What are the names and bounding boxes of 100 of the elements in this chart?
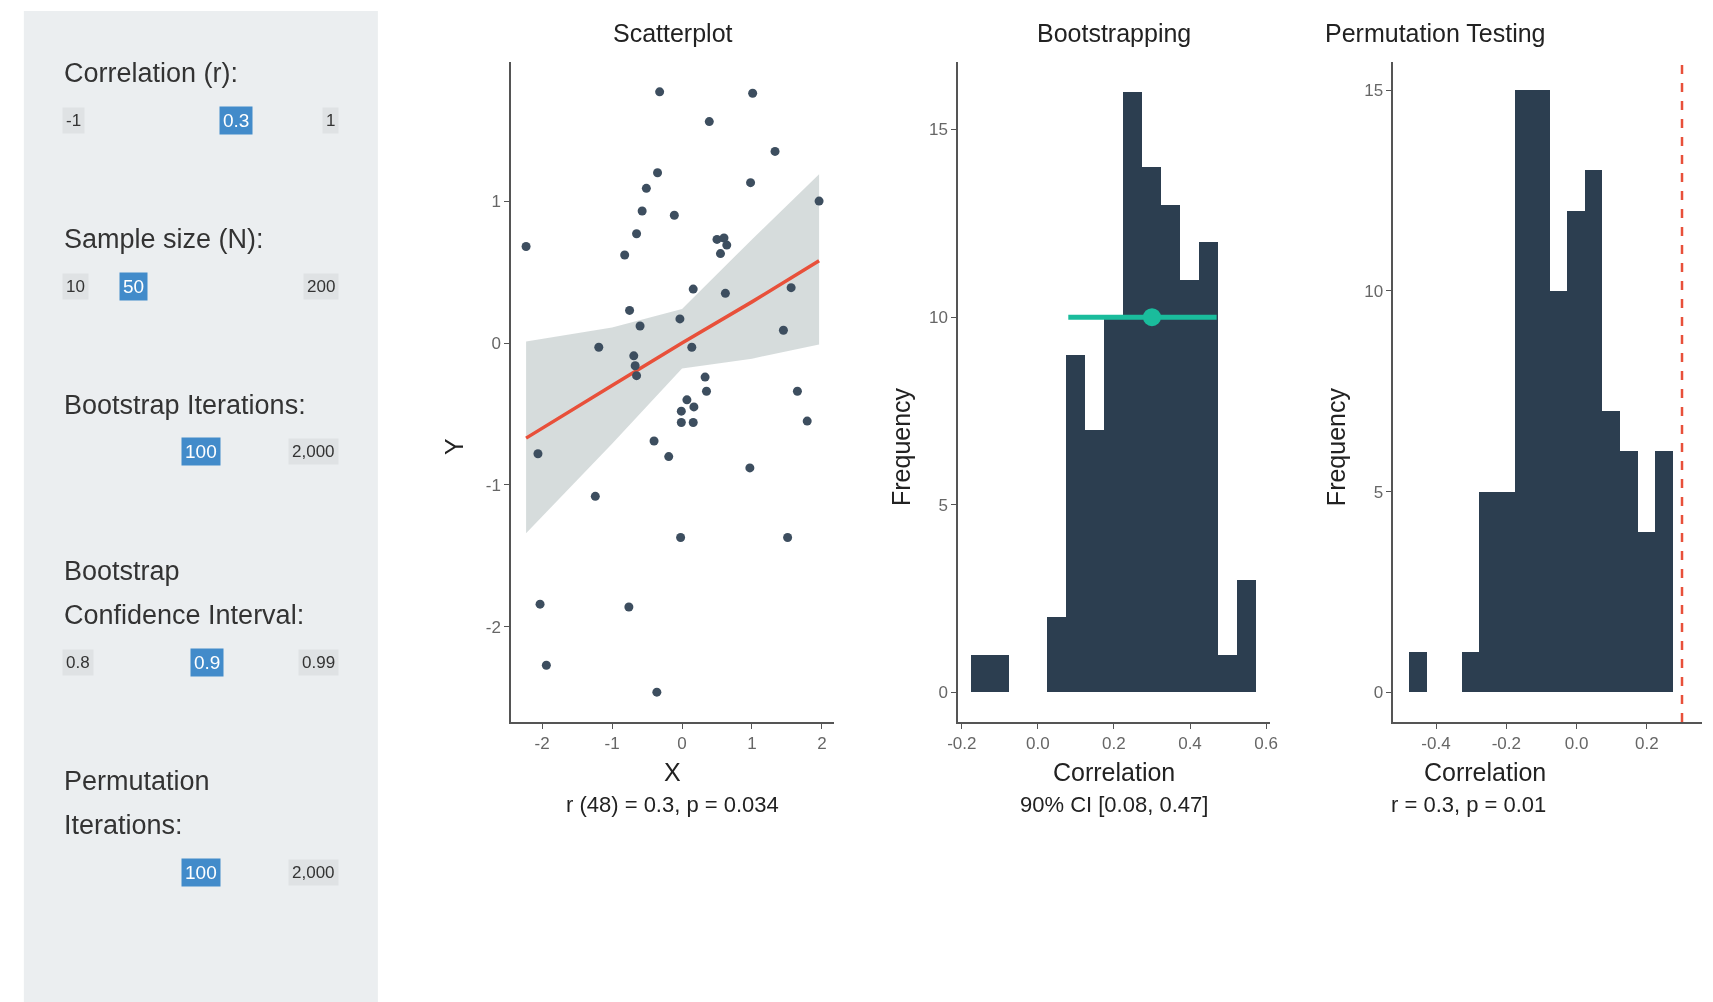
point bbox=[637, 206, 647, 216]
y-tick-label: 1 bbox=[491, 192, 501, 212]
point bbox=[676, 406, 686, 416]
point bbox=[704, 117, 714, 127]
point bbox=[632, 229, 642, 239]
x-axis-title: Correlation bbox=[1424, 758, 1547, 786]
point bbox=[746, 178, 756, 188]
point bbox=[594, 342, 604, 352]
x-tick-label: -1 bbox=[604, 734, 620, 754]
text: 50 bbox=[123, 276, 145, 297]
y-tick-label: -1 bbox=[485, 475, 501, 495]
point bbox=[687, 342, 697, 352]
point bbox=[719, 233, 729, 243]
text: 0.9 bbox=[194, 652, 221, 673]
point bbox=[792, 386, 802, 396]
point bbox=[720, 288, 730, 298]
point bbox=[652, 687, 662, 697]
x-tick-label: -0.2 bbox=[1491, 734, 1521, 754]
text: 200 bbox=[307, 277, 336, 296]
point bbox=[689, 402, 699, 412]
point bbox=[778, 325, 788, 335]
x-tick-label: 0.6 bbox=[1254, 734, 1278, 754]
x-tick-label: -0.2 bbox=[947, 734, 977, 754]
text: Correlation (r): bbox=[64, 58, 239, 88]
point bbox=[770, 146, 780, 156]
x-tick-label: 0.0 bbox=[1026, 734, 1050, 754]
point bbox=[521, 242, 531, 252]
y-tick-label: 0 bbox=[1373, 683, 1384, 703]
point bbox=[786, 283, 796, 293]
point bbox=[635, 321, 645, 331]
text: Permutation Iterations: bbox=[64, 766, 210, 840]
y-tick-label: 5 bbox=[938, 495, 948, 515]
text: r = 0.3, p = 0.01 bbox=[1391, 792, 1547, 817]
point bbox=[669, 210, 679, 220]
text: Bootstrap Confidence Interval: bbox=[64, 556, 305, 630]
y-tick-label: -2 bbox=[485, 617, 501, 637]
point bbox=[653, 168, 663, 178]
x-tick-label: -2 bbox=[534, 734, 550, 754]
x-tick-label: 0.2 bbox=[1102, 734, 1126, 754]
point bbox=[541, 660, 551, 670]
y-axis-title: Y bbox=[440, 438, 469, 456]
text: 100 bbox=[185, 862, 217, 883]
point bbox=[590, 491, 600, 501]
text: 0.8 bbox=[66, 653, 90, 672]
point bbox=[722, 240, 732, 250]
text: 1 bbox=[326, 111, 336, 130]
y-tick-label: 0 bbox=[491, 333, 501, 353]
x-tick-label: 0.2 bbox=[1635, 734, 1659, 754]
chart-title: Permutation Testing bbox=[1325, 19, 1546, 47]
text: 0.3 bbox=[223, 110, 250, 131]
text: Sample size (N): bbox=[64, 224, 264, 254]
point bbox=[748, 88, 758, 98]
point bbox=[814, 196, 824, 206]
point bbox=[641, 183, 651, 193]
point bbox=[676, 532, 686, 542]
chart-title: Bootstrapping bbox=[1037, 19, 1192, 47]
y-tick-label: 0 bbox=[938, 683, 948, 703]
point bbox=[624, 602, 634, 612]
point bbox=[535, 599, 545, 609]
y-axis-title: Frequency bbox=[1322, 387, 1351, 507]
text: 2,000 bbox=[292, 863, 335, 882]
point bbox=[715, 249, 725, 259]
y-tick-label: 10 bbox=[1364, 281, 1384, 301]
text: 0.99 bbox=[302, 653, 336, 672]
point bbox=[676, 418, 686, 428]
point bbox=[649, 436, 659, 446]
point bbox=[632, 371, 642, 381]
point bbox=[802, 416, 812, 426]
text: 90% CI [0.08, 0.47] bbox=[1020, 792, 1209, 817]
x-tick-label: 1 bbox=[747, 734, 757, 754]
point bbox=[783, 532, 793, 542]
text: Bootstrap Iterations: bbox=[64, 390, 306, 420]
point bbox=[682, 395, 692, 405]
chart-title: Scatterplot bbox=[613, 19, 733, 47]
point bbox=[625, 305, 635, 315]
point bbox=[630, 361, 640, 371]
point bbox=[533, 449, 543, 459]
y-tick-label: 5 bbox=[1373, 482, 1384, 502]
text: 100 bbox=[185, 441, 217, 462]
point bbox=[655, 87, 665, 97]
x-tick-label: 0 bbox=[677, 734, 687, 754]
point bbox=[700, 372, 710, 382]
x-tick-label: -0.4 bbox=[1421, 734, 1451, 754]
point bbox=[620, 250, 630, 260]
text: -1 bbox=[66, 111, 82, 130]
x-axis-title: Correlation bbox=[1053, 758, 1176, 786]
point bbox=[675, 314, 685, 324]
point bbox=[629, 351, 639, 361]
y-tick-label: 15 bbox=[929, 120, 948, 140]
y-axis-title: Frequency bbox=[887, 387, 916, 507]
point bbox=[688, 418, 698, 428]
point bbox=[664, 452, 674, 462]
point bbox=[745, 463, 755, 473]
y-tick-label: 15 bbox=[1364, 81, 1384, 101]
x-tick-label: 2 bbox=[817, 734, 827, 754]
x-axis-title: X bbox=[664, 758, 681, 786]
x-tick-label: 0.4 bbox=[1178, 734, 1202, 754]
text: 2,000 bbox=[292, 442, 335, 461]
line-series bbox=[524, 258, 821, 440]
text: r (48) = 0.3, p = 0.034 bbox=[566, 792, 779, 817]
